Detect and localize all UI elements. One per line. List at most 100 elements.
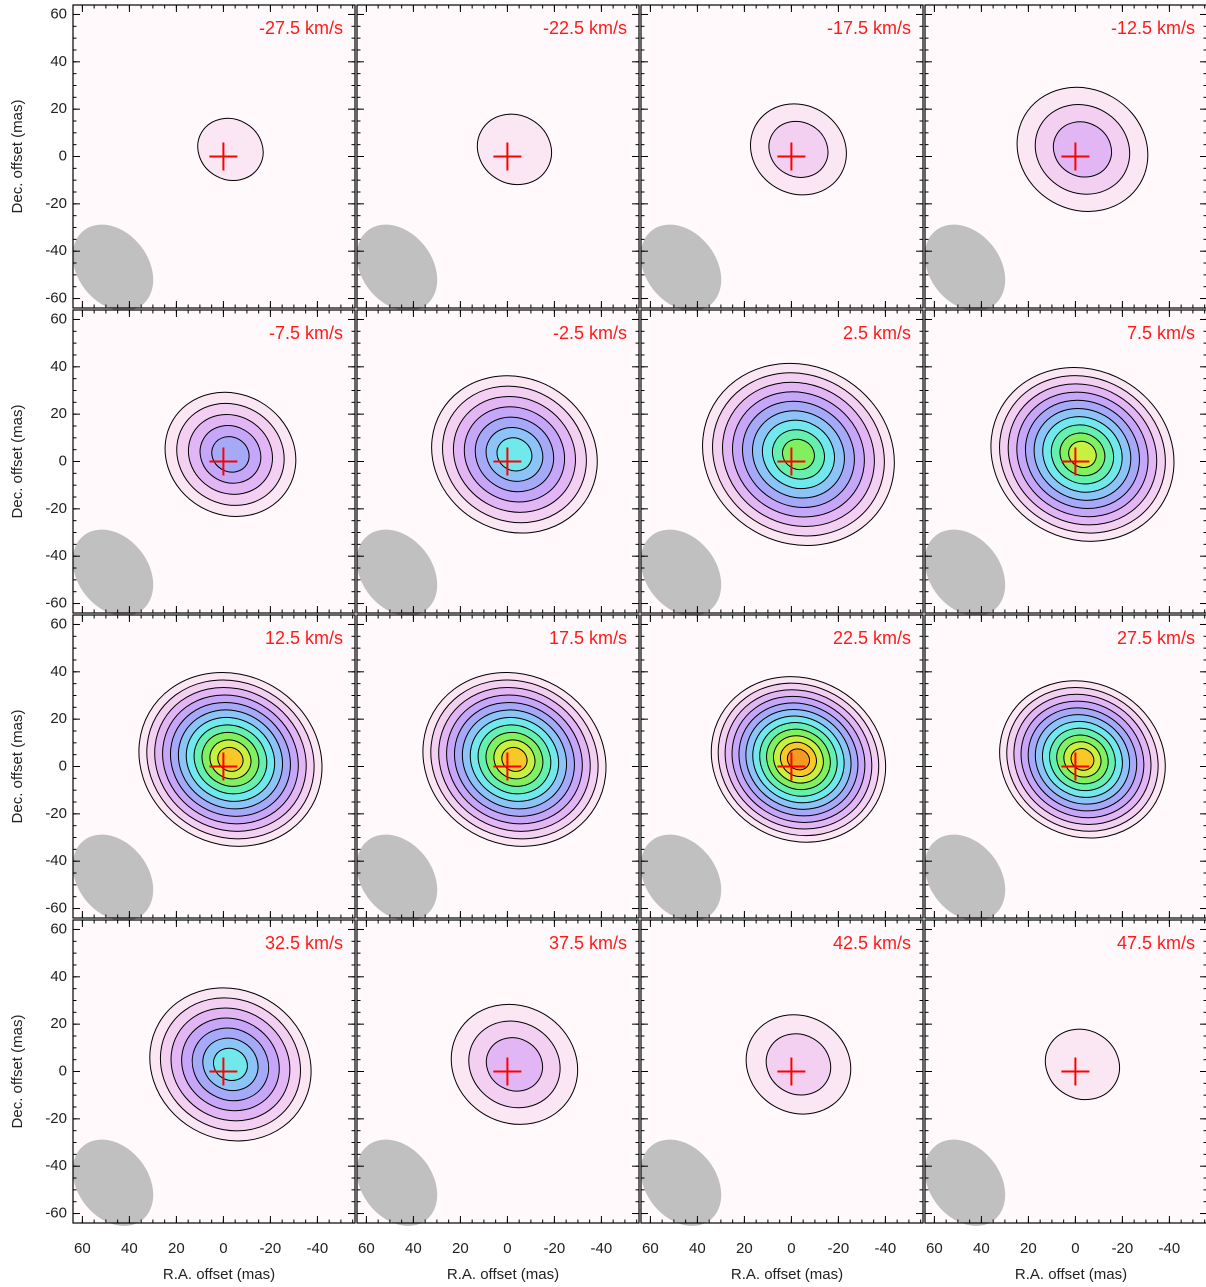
beam [640,529,722,616]
y-tick-label: -60 [45,595,67,612]
x-tick-label: 60 [74,1240,91,1257]
y-tick-label: 60 [50,310,67,327]
x-tick-label: 0 [503,1240,511,1257]
x-tick-label: 40 [405,1240,422,1257]
contour [476,113,553,186]
contour [786,748,811,771]
x-tick-label: 60 [358,1240,375,1257]
y-tick-label: 0 [59,147,67,164]
velocity-label: -27.5 km/s [259,18,343,38]
velocity-label: 7.5 km/s [1127,323,1195,343]
x-tick-label: 60 [642,1240,659,1257]
x-tick-label: -40 [875,1240,897,1257]
y-tick-label: 20 [50,1015,67,1032]
y-tick-label: 60 [50,5,67,22]
contour [1070,748,1095,771]
beam [356,1139,438,1226]
x-tick-label: 60 [926,1240,943,1257]
beam [72,224,154,311]
y-tick-label: 20 [50,100,67,117]
contour [197,117,264,181]
x-tick-label: 40 [121,1240,138,1257]
x-axis-title: R.A. offset (mas) [1015,1266,1127,1283]
y-tick-label: 0 [59,452,67,469]
beam [640,1139,722,1226]
y-tick-label: -20 [45,500,67,517]
beam [356,529,438,616]
velocity-label: -7.5 km/s [269,323,343,343]
velocity-label: 17.5 km/s [549,628,627,648]
beam [924,834,1006,921]
y-tick-label: 20 [50,710,67,727]
x-tick-label: -40 [591,1240,613,1257]
y-tick-label: 0 [59,757,67,774]
y-axis-title: Dec. offset (mas) [9,100,26,214]
velocity-label: 47.5 km/s [1117,933,1195,953]
velocity-label: 37.5 km/s [549,933,627,953]
x-tick-label: 20 [736,1240,753,1257]
y-tick-label: -60 [45,900,67,917]
y-tick-label: 40 [50,663,67,680]
velocity-label: -12.5 km/s [1111,18,1195,38]
x-tick-label: -20 [544,1240,566,1257]
contour [768,120,829,178]
y-tick-label: 0 [59,1062,67,1079]
y-axis-title: Dec. offset (mas) [9,405,26,519]
beam [924,224,1006,311]
y-tick-label: -40 [45,242,67,259]
x-tick-label: 40 [973,1240,990,1257]
y-tick-label: 20 [50,405,67,422]
x-tick-label: 0 [1071,1240,1079,1257]
velocity-label: 32.5 km/s [265,933,343,953]
x-tick-label: 0 [219,1240,227,1257]
beam [924,1139,1006,1226]
x-tick-label: -20 [260,1240,282,1257]
x-tick-label: -20 [828,1240,850,1257]
y-tick-label: -40 [45,547,67,564]
beam [72,1139,154,1226]
y-tick-label: -60 [45,1205,67,1222]
velocity-label: 12.5 km/s [265,628,343,648]
y-tick-label: -20 [45,195,67,212]
beam [640,834,722,921]
x-tick-label: 20 [1020,1240,1037,1257]
x-tick-label: -40 [1159,1240,1181,1257]
x-axis-title: R.A. offset (mas) [731,1266,843,1283]
contour [1044,1028,1121,1101]
x-tick-label: 0 [787,1240,795,1257]
x-tick-label: 40 [689,1240,706,1257]
x-axis-title: R.A. offset (mas) [163,1266,275,1283]
contour [765,1033,832,1096]
x-axis-title: R.A. offset (mas) [447,1266,559,1283]
velocity-label: 22.5 km/s [833,628,911,648]
velocity-label: -2.5 km/s [553,323,627,343]
y-tick-label: -40 [45,852,67,869]
y-tick-label: 60 [50,920,67,937]
y-tick-label: -40 [45,1157,67,1174]
y-axis-title: Dec. offset (mas) [9,1015,26,1129]
y-axis-title: Dec. offset (mas) [9,710,26,824]
y-tick-label: 60 [50,615,67,632]
y-tick-label: -20 [45,1110,67,1127]
y-tick-label: 40 [50,968,67,985]
beam [356,224,438,311]
x-tick-label: -40 [307,1240,329,1257]
contour [1052,121,1113,178]
velocity-label: -17.5 km/s [827,18,911,38]
velocity-label: -22.5 km/s [543,18,627,38]
velocity-label: 27.5 km/s [1117,628,1195,648]
y-tick-label: -60 [45,290,67,307]
y-tick-label: -20 [45,805,67,822]
x-tick-label: -20 [1112,1240,1134,1257]
velocity-label: 42.5 km/s [833,933,911,953]
beam [356,834,438,921]
beam [640,224,722,311]
contour [485,1037,544,1092]
x-tick-label: 20 [168,1240,185,1257]
contour [211,436,250,473]
velocity-label: 2.5 km/s [843,323,911,343]
beam [72,834,154,921]
beam [72,529,154,616]
beam [924,529,1006,616]
